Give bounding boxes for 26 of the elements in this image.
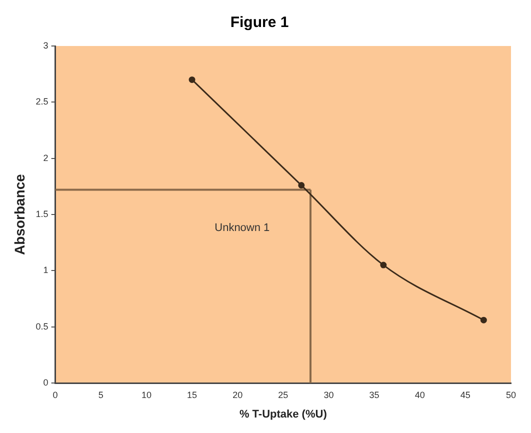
- annotation: Unknown 1: [214, 222, 270, 234]
- y-axis-title: Absorbance: [11, 174, 28, 255]
- y-tick-label: 0.5: [36, 321, 48, 332]
- y-tick-label: 2.5: [36, 96, 48, 107]
- y-tick-label: 1: [43, 265, 48, 276]
- y-tick-label: 3: [43, 40, 48, 50]
- y-tick-label: 2: [43, 152, 48, 163]
- x-tick-label: 35: [369, 390, 380, 400]
- x-tick-label: 45: [460, 390, 470, 400]
- x-tick-label: 25: [278, 390, 288, 400]
- x-tick-label: 15: [187, 390, 198, 400]
- x-tick-label: 20: [232, 390, 243, 400]
- point: [480, 316, 487, 324]
- x-tick-label: 0: [52, 390, 58, 400]
- x-tick-label: 10: [141, 390, 152, 400]
- x-tick-label: 50: [506, 390, 516, 400]
- y-tick-label: 0: [43, 377, 48, 388]
- x-axis-title: % T-Uptake (%U): [239, 408, 328, 420]
- point: [380, 262, 387, 268]
- point: [188, 76, 196, 83]
- chart-title: Figure 1: [230, 14, 289, 32]
- point: [298, 182, 305, 189]
- x-tick-label: 5: [98, 390, 104, 400]
- x-tick-label: 30: [324, 390, 334, 400]
- y-tick-label: 1.5: [36, 208, 48, 219]
- x-tick-label: 40: [414, 390, 425, 400]
